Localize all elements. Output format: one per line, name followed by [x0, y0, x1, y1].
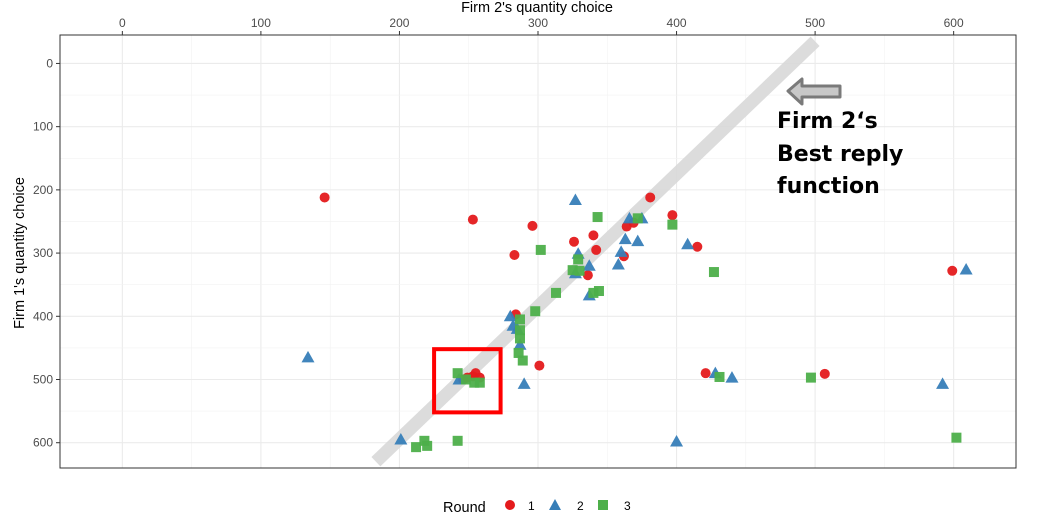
y-tick-label: 600 — [33, 436, 53, 450]
y-axis-title: Firm 1's quantity choice — [12, 177, 28, 329]
data-point-round-3 — [593, 286, 604, 297]
data-point-round-3 — [951, 432, 962, 443]
data-point-round-3 — [592, 212, 603, 223]
x-axis-title: Firm 2's quantity choice — [461, 0, 613, 16]
data-point-round-3 — [452, 368, 463, 379]
data-point-round-2 — [670, 434, 684, 447]
x-tick-label: 100 — [251, 16, 271, 30]
data-point-round-2 — [611, 257, 625, 270]
annotation-line-3: function — [777, 174, 880, 199]
y-tick-label: 200 — [33, 183, 53, 197]
data-point-round-3 — [535, 244, 546, 255]
data-point-round-3 — [514, 325, 525, 336]
data-point-round-1 — [582, 270, 593, 281]
data-point-round-2 — [618, 232, 632, 245]
data-point-round-1 — [947, 265, 958, 276]
x-tick-label: 300 — [528, 16, 548, 30]
x-tick-label: 0 — [119, 16, 126, 30]
data-point-round-3 — [513, 347, 524, 358]
annotation-line-2: Best reply — [777, 142, 903, 167]
data-point-round-2 — [959, 263, 973, 275]
highlight-box — [432, 347, 503, 415]
legend-symbol-round-2 — [549, 499, 561, 510]
annotation: Firm 2‘s Best reply function — [777, 77, 903, 199]
data-point-round-3 — [452, 435, 463, 446]
data-point-round-2 — [517, 377, 531, 389]
arrow-left-icon — [786, 77, 842, 106]
x-tick-label: 500 — [805, 16, 825, 30]
data-point-round-3 — [632, 213, 643, 224]
data-point-round-3 — [714, 371, 725, 382]
data-point-round-1 — [588, 230, 599, 241]
y-tick-label: 300 — [33, 246, 53, 260]
data-point-round-3 — [667, 219, 678, 230]
data-point-round-1 — [667, 210, 678, 221]
grid — [60, 35, 1016, 468]
data-point-round-1 — [700, 368, 711, 379]
data-point-round-1 — [527, 220, 538, 231]
axes: 0 100 200 300 400 500 600 0 100 200 300 400 500 600 — [33, 16, 964, 450]
data-point-round-3 — [422, 440, 433, 451]
data-point-round-1 — [509, 249, 520, 260]
legend-label-round-3: 3 — [624, 499, 631, 513]
data-point-round-3 — [469, 377, 480, 388]
data-point-round-3 — [573, 254, 584, 265]
legend: Round 1 2 3 — [443, 499, 631, 516]
data-point-round-2 — [681, 237, 695, 250]
legend-title: Round — [443, 500, 486, 516]
x-tick-label: 600 — [944, 16, 964, 30]
data-point-round-1 — [467, 214, 478, 225]
data-point-round-3 — [708, 267, 719, 278]
annotation-line-1: Firm 2‘s — [777, 109, 878, 134]
data-point-round-2 — [582, 259, 596, 271]
data-point-round-3 — [588, 287, 599, 298]
legend-label-round-1: 1 — [528, 499, 535, 513]
data-point-round-3 — [551, 287, 562, 298]
data-point-round-3 — [419, 435, 430, 446]
data-point-round-2 — [725, 371, 739, 383]
legend-symbol-round-3 — [598, 500, 608, 510]
data-point-round-2 — [301, 350, 315, 363]
data-points — [301, 192, 973, 453]
data-point-round-3 — [805, 372, 816, 383]
data-point-round-2 — [614, 245, 628, 257]
data-point-round-3 — [514, 314, 525, 325]
data-point-round-3 — [460, 374, 471, 385]
legend-symbol-round-1 — [505, 500, 515, 510]
data-point-round-1 — [591, 244, 602, 255]
data-point-round-1 — [534, 360, 545, 371]
data-point-round-3 — [514, 333, 525, 344]
data-point-round-3 — [517, 355, 528, 366]
data-point-round-1 — [319, 192, 330, 203]
x-tick-label: 200 — [389, 16, 409, 30]
data-point-round-2 — [513, 338, 527, 350]
y-tick-label: 500 — [33, 373, 53, 387]
data-point-round-2 — [503, 309, 517, 322]
y-tick-label: 100 — [33, 120, 53, 134]
data-point-round-2 — [631, 234, 645, 247]
data-point-round-1 — [569, 236, 580, 247]
data-point-round-1 — [692, 241, 703, 252]
x-tick-label: 400 — [667, 16, 687, 30]
data-point-round-3 — [567, 265, 578, 276]
data-point-round-3 — [474, 377, 485, 388]
data-point-round-2 — [622, 211, 636, 224]
data-point-round-3 — [411, 442, 422, 453]
y-tick-label: 0 — [46, 56, 53, 70]
highlight-rectangle — [432, 347, 503, 415]
y-tick-label: 400 — [33, 309, 53, 323]
data-point-round-3 — [574, 265, 585, 276]
data-point-round-1 — [645, 192, 656, 203]
data-point-round-1 — [819, 368, 830, 379]
legend-label-round-2: 2 — [577, 499, 584, 513]
data-point-round-2 — [394, 433, 408, 445]
data-point-round-2 — [568, 193, 582, 205]
data-point-round-2 — [936, 377, 950, 389]
data-point-round-3 — [530, 306, 541, 317]
